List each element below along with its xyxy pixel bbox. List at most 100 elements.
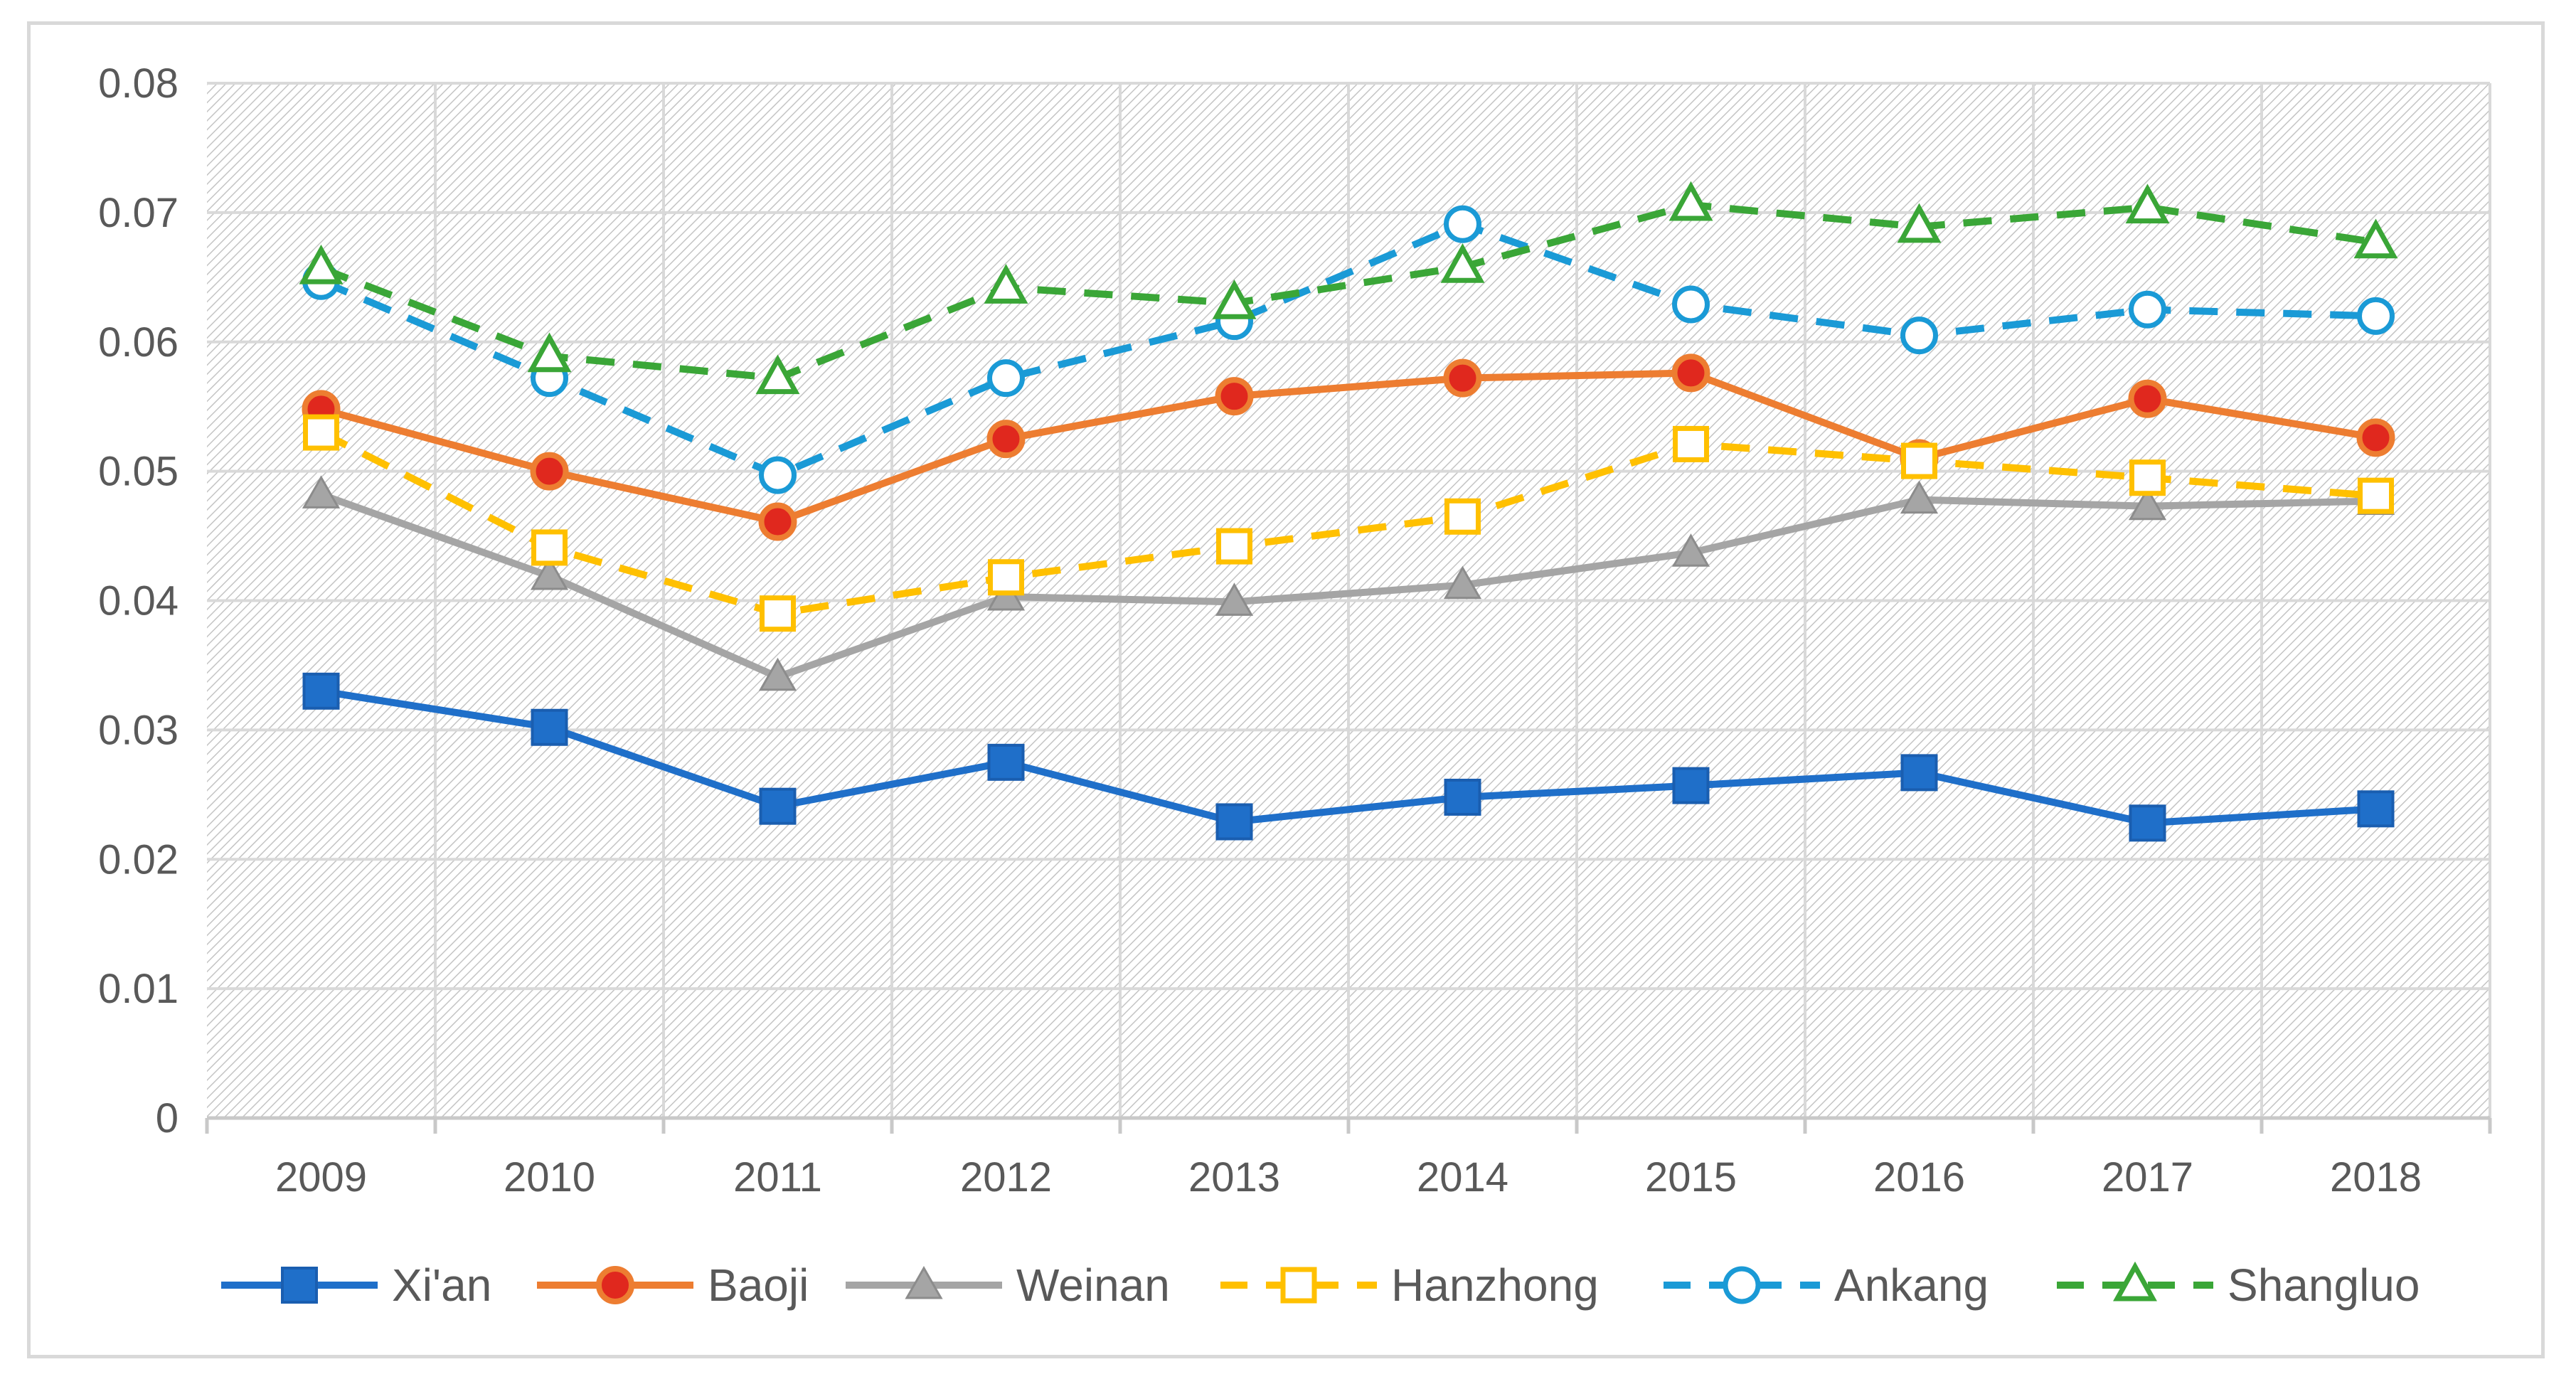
- series-weinan: [302, 475, 2395, 691]
- series-line-ankang: [319, 220, 2376, 479]
- x-tick-label: 2010: [504, 1154, 595, 1201]
- x-tick-label: 2012: [960, 1154, 1052, 1201]
- x-tick-label: 2014: [1417, 1154, 1508, 1201]
- data-point-shangluo: [755, 354, 800, 395]
- series-xian: [302, 672, 2395, 842]
- data-point-shangluo: [2125, 183, 2170, 224]
- y-tick-label: 0.03: [98, 707, 179, 753]
- marker-ring: [2128, 379, 2167, 418]
- marker-ring: [986, 420, 1026, 459]
- data-point-weinan: [758, 657, 797, 691]
- y-tick-label: 0.08: [98, 60, 179, 107]
- y-tick-label: 0.01: [98, 966, 179, 1012]
- legend-item-weinan: Weinan: [846, 1260, 1170, 1311]
- legend-label-hanzhong: Hanzhong: [1391, 1260, 1599, 1311]
- legend-item-xian: Xi'an: [221, 1260, 491, 1311]
- legend-item-baoji: Baoji: [537, 1260, 809, 1311]
- series-group: [299, 181, 2398, 842]
- data-point-xian: [759, 787, 797, 825]
- data-point-weinan: [1443, 565, 1482, 600]
- y-tick-label: 0.05: [98, 449, 179, 495]
- x-tick-label: 2013: [1188, 1154, 1280, 1201]
- data-point-shangluo: [299, 244, 344, 284]
- legend-marker-weinan: [905, 1265, 943, 1299]
- marker-ring: [1443, 358, 1482, 398]
- data-point-shangluo: [984, 264, 1028, 304]
- legend-marker-baoji: [596, 1266, 634, 1304]
- data-point-baoji: [2356, 418, 2395, 457]
- data-point-ankang: [1900, 316, 1938, 355]
- data-point-shangluo: [1897, 203, 1942, 243]
- series-ankang: [302, 205, 2395, 494]
- data-point-ankang: [759, 456, 797, 494]
- legend-item-hanzhong: Hanzhong: [1220, 1260, 1599, 1311]
- data-point-weinan: [302, 475, 341, 509]
- legend-item-ankang: Ankang: [1664, 1260, 1989, 1311]
- legend-marker-hanzhong: [1280, 1267, 1317, 1304]
- data-point-shangluo: [1440, 243, 1485, 283]
- legend: Xi'an Baoji Weinan Hanzhong Ankang Shangluo: [221, 1260, 2420, 1311]
- data-point-hanzhong: [531, 529, 568, 566]
- marker-ring: [1671, 353, 1710, 393]
- legend-label-xian: Xi'an: [392, 1260, 491, 1311]
- x-tick-label: 2015: [1645, 1154, 1737, 1201]
- legend-label-shangluo: Shangluo: [2228, 1260, 2420, 1311]
- data-point-xian: [987, 743, 1025, 781]
- data-point-baoji: [758, 502, 797, 541]
- legend-marker-xian: [281, 1267, 318, 1304]
- line-chart: 0 0.01 0.02 0.03 0.04 0.05 0.06 0.07 0.08 2009 201…: [98, 60, 2492, 1311]
- data-point-shangluo: [1668, 181, 1713, 221]
- data-point-hanzhong: [2358, 477, 2394, 514]
- data-point-hanzhong: [1444, 498, 1481, 535]
- y-tick-label: 0.07: [98, 190, 179, 236]
- data-point-xian: [1672, 767, 1710, 804]
- data-point-xian: [302, 672, 340, 710]
- y-tick-label: 0.04: [98, 578, 179, 624]
- legend-marker-ankang: [1723, 1266, 1761, 1304]
- x-tick-label: 2018: [2330, 1154, 2422, 1201]
- data-point-ankang: [1672, 285, 1710, 324]
- data-point-xian: [1900, 754, 1938, 792]
- data-point-hanzhong: [1901, 442, 1937, 479]
- data-point-ankang: [987, 359, 1025, 398]
- data-point-ankang: [2129, 290, 2166, 329]
- data-point-baoji: [1671, 353, 1710, 393]
- data-point-weinan: [530, 556, 569, 590]
- y-tick-label: 0: [156, 1095, 179, 1141]
- chart-frame: 0 0.01 0.02 0.03 0.04 0.05 0.06 0.07 0.08 2009 201…: [27, 21, 2545, 1358]
- data-point-baoji: [1215, 377, 1254, 416]
- y-tick-label: 0.06: [98, 319, 179, 366]
- legend-label-baoji: Baoji: [708, 1260, 809, 1311]
- gridlines: [207, 82, 2491, 1118]
- data-point-baoji: [986, 420, 1026, 459]
- data-point-hanzhong: [303, 414, 339, 451]
- data-point-weinan: [1900, 480, 1939, 514]
- data-point-weinan: [2128, 486, 2167, 521]
- data-point-shangluo: [2353, 218, 2398, 259]
- data-point-xian: [531, 708, 568, 746]
- data-point-baoji: [2128, 379, 2167, 418]
- series-line-shangluo: [319, 201, 2377, 382]
- data-point-hanzhong: [2129, 459, 2166, 496]
- legend-marker-shangluo: [2113, 1261, 2157, 1302]
- data-point-xian: [1444, 778, 1481, 816]
- data-point-hanzhong: [760, 595, 796, 632]
- series-baoji: [302, 353, 2395, 541]
- marker-ring: [596, 1266, 634, 1304]
- data-point-shangluo: [1212, 279, 1257, 319]
- marker-ring: [1215, 377, 1254, 416]
- data-point-ankang: [2357, 297, 2395, 335]
- legend-label-weinan: Weinan: [1016, 1260, 1170, 1311]
- x-tick-label: 2016: [1873, 1154, 1965, 1201]
- x-tick-label: 2011: [733, 1154, 822, 1201]
- series-hanzhong: [303, 414, 2394, 632]
- series-line-xian: [320, 687, 2376, 827]
- marker-ring: [2356, 418, 2395, 457]
- data-point-xian: [1215, 803, 1253, 841]
- marker-ring: [758, 502, 797, 541]
- series-shangluo: [299, 181, 2398, 395]
- series-line-baoji: [320, 369, 2377, 526]
- data-point-weinan: [1215, 582, 1254, 616]
- x-tick-label: 2009: [275, 1154, 367, 1201]
- legend-item-shangluo: Shangluo: [2057, 1260, 2420, 1311]
